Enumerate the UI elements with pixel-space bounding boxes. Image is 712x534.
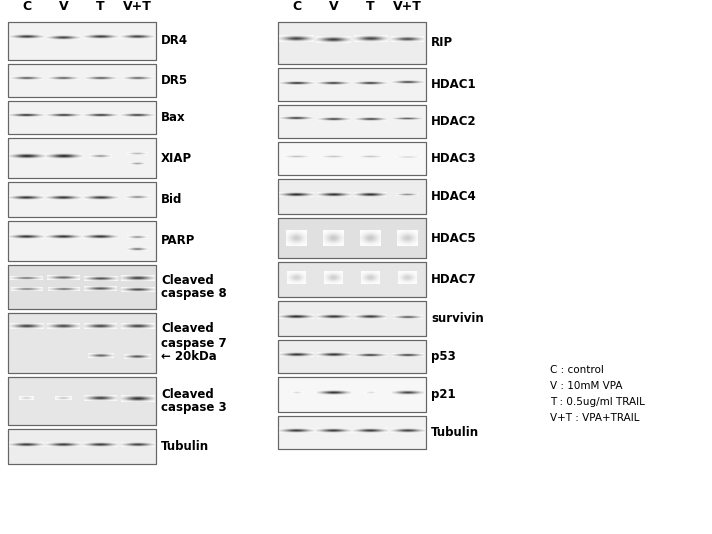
Text: HDAC7: HDAC7 [431, 273, 476, 286]
Bar [278, 105, 426, 138]
Bar [8, 22, 156, 60]
Bar [8, 64, 156, 97]
Bar [278, 377, 426, 412]
Bar [8, 101, 156, 134]
Text: C : control: C : control [550, 365, 604, 375]
Text: V+T: V+T [123, 0, 152, 13]
Bar [8, 101, 156, 134]
Text: C: C [22, 0, 31, 13]
Bar [8, 64, 156, 97]
Text: survivin: survivin [431, 312, 483, 325]
Text: HDAC3: HDAC3 [431, 152, 476, 165]
Bar [278, 262, 426, 297]
Bar [278, 218, 426, 258]
Text: V: V [58, 0, 68, 13]
Text: C: C [292, 0, 301, 13]
Text: V: V [329, 0, 338, 13]
Bar [278, 179, 426, 214]
Bar [8, 265, 156, 309]
Bar [8, 429, 156, 464]
Text: XIAP: XIAP [161, 152, 192, 164]
Text: V : 10mM VPA: V : 10mM VPA [550, 381, 622, 391]
Bar [278, 301, 426, 336]
Bar [278, 22, 426, 64]
Bar [8, 265, 156, 309]
Bar [278, 262, 426, 297]
Bar [278, 416, 426, 449]
Text: Tubulin: Tubulin [161, 440, 209, 453]
Bar [278, 301, 426, 336]
Bar [278, 68, 426, 101]
Text: Cleaved
caspase 8: Cleaved caspase 8 [161, 273, 226, 301]
Bar [278, 142, 426, 175]
Text: Cleaved
caspase 3: Cleaved caspase 3 [161, 388, 226, 414]
Text: T: T [366, 0, 375, 13]
Bar [278, 105, 426, 138]
Bar [278, 218, 426, 258]
Bar [278, 340, 426, 373]
Text: HDAC1: HDAC1 [431, 78, 476, 91]
Text: HDAC2: HDAC2 [431, 115, 476, 128]
Bar [278, 22, 426, 64]
Bar [8, 377, 156, 425]
Text: DR5: DR5 [161, 74, 188, 87]
Text: Bax: Bax [161, 111, 186, 124]
Bar [278, 142, 426, 175]
Text: Tubulin: Tubulin [431, 426, 479, 439]
Bar [278, 68, 426, 101]
Bar [8, 182, 156, 217]
Text: PARP: PARP [161, 234, 195, 247]
Bar [278, 340, 426, 373]
Text: HDAC4: HDAC4 [431, 190, 477, 203]
Bar [8, 138, 156, 178]
Bar [8, 313, 156, 373]
Bar [8, 221, 156, 261]
Bar [278, 377, 426, 412]
Bar [8, 429, 156, 464]
Text: HDAC5: HDAC5 [431, 232, 477, 245]
Bar [8, 313, 156, 373]
Bar [8, 22, 156, 60]
Text: RIP: RIP [431, 36, 453, 50]
Bar [8, 182, 156, 217]
Bar [278, 179, 426, 214]
Bar [278, 416, 426, 449]
Text: p21: p21 [431, 388, 456, 401]
Text: T: T [96, 0, 105, 13]
Text: Bid: Bid [161, 193, 182, 206]
Text: V+T: V+T [393, 0, 422, 13]
Text: T : 0.5ug/ml TRAIL: T : 0.5ug/ml TRAIL [550, 397, 645, 407]
Bar [8, 138, 156, 178]
Text: V+T : VPA+TRAIL: V+T : VPA+TRAIL [550, 413, 639, 423]
Text: p53: p53 [431, 350, 456, 363]
Text: DR4: DR4 [161, 35, 188, 48]
Bar [8, 221, 156, 261]
Bar [8, 377, 156, 425]
Text: Cleaved
caspase 7
← 20kDa: Cleaved caspase 7 ← 20kDa [161, 323, 226, 364]
